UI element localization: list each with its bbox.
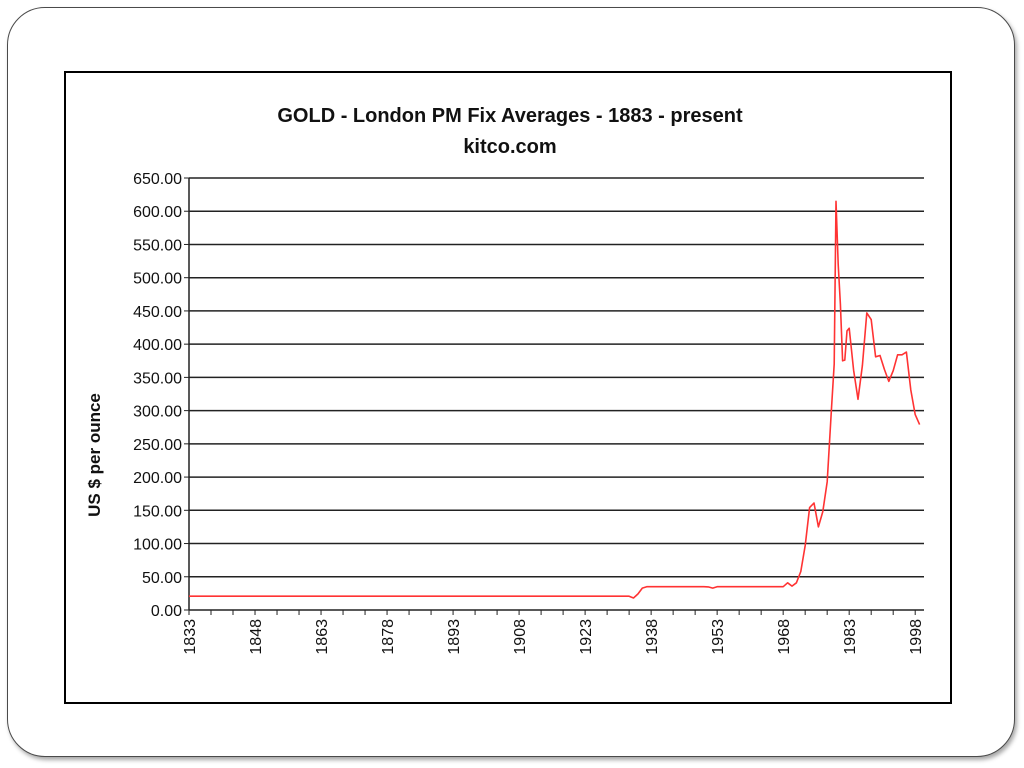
y-tick-label: 50.00 (142, 570, 182, 587)
x-tick-label: 1923 (578, 619, 595, 655)
y-tick-label: 550.00 (133, 237, 182, 254)
y-tick-label: 200.00 (133, 470, 182, 487)
y-tick-label: 250.00 (133, 437, 182, 454)
x-tick-label: 1983 (842, 619, 859, 655)
x-tick-label: 1938 (644, 619, 661, 655)
x-tick-label: 1863 (314, 619, 331, 655)
chart-subtitle: kitco.com (463, 136, 556, 158)
y-tick-label: 650.00 (133, 171, 182, 188)
chart-title: GOLD - London PM Fix Averages - 1883 - p… (277, 105, 743, 127)
x-tick-label: 1998 (908, 619, 925, 655)
y-tick-label: 300.00 (133, 404, 182, 421)
x-tick-label: 1878 (380, 619, 397, 655)
y-axis-label: US $ per ounce (85, 393, 104, 517)
x-tick-label: 1968 (776, 619, 793, 655)
y-tick-label: 500.00 (133, 271, 182, 288)
series-layer (189, 200, 921, 599)
x-tick-label: 1893 (446, 619, 463, 655)
x-tick-label: 1953 (710, 619, 727, 655)
y-tick-label: 600.00 (133, 204, 182, 221)
x-tick-label: 1908 (512, 619, 529, 655)
x-tick-label: 1833 (182, 619, 199, 655)
y-tick-label: 450.00 (133, 304, 182, 321)
y-tick-label: 0.00 (151, 603, 182, 620)
y-tick-label: 400.00 (133, 337, 182, 354)
x-tick-label: 1848 (248, 619, 265, 655)
y-tick-labels: 0.00 50.00 100.00 150.00 200.00 250.00 300.00 3… (133, 171, 182, 620)
gold-price-line (189, 200, 921, 599)
y-tick-label: 350.00 (133, 370, 182, 387)
grid-layer (184, 177, 924, 615)
x-tick-labels: 1833 1848 1863 1878 1893 1908 1923 1938 1953 1968… (182, 619, 925, 655)
chart-box: GOLD - London PM Fix Averages - 1883 - p… (64, 71, 952, 704)
y-tick-label: 150.00 (133, 503, 182, 520)
y-tick-label: 100.00 (133, 537, 182, 554)
gold-price-chart: GOLD - London PM Fix Averages - 1883 - p… (85, 105, 925, 655)
